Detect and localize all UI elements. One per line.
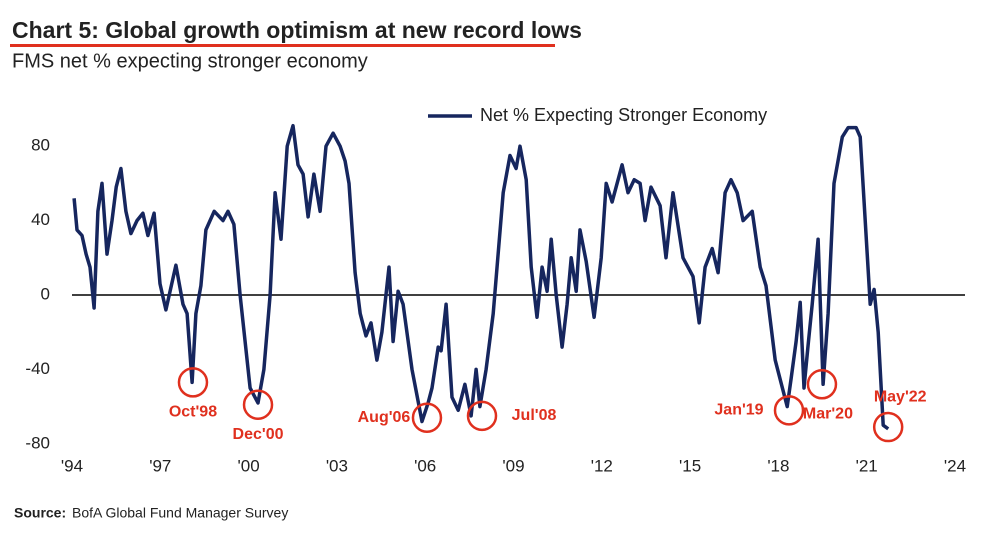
title-underline: [10, 44, 555, 47]
x-tick-label: '94: [61, 456, 83, 475]
annotation-label: Dec'00: [233, 426, 284, 443]
y-tick-label: 80: [31, 136, 50, 155]
annotation-circle: [177, 367, 209, 398]
y-tick-label: 0: [41, 284, 50, 303]
annotation-label: May'22: [874, 388, 927, 405]
y-tick-label: -80: [25, 433, 50, 452]
x-tick-label: '97: [149, 456, 171, 475]
source-label: Source:: [14, 505, 66, 521]
x-tick-label: '15: [679, 456, 701, 475]
annotation-circle: [242, 389, 274, 420]
annotation-circle: [466, 400, 498, 432]
chart-subtitle: FMS net % expecting stronger economy: [12, 50, 368, 72]
legend-label: Net % Expecting Stronger Economy: [480, 105, 767, 125]
x-tick-label: '21: [856, 456, 878, 475]
x-tick-label: '18: [767, 456, 789, 475]
annotation-circle: [411, 402, 443, 434]
y-tick-label: -40: [25, 359, 50, 378]
source-text: BofA Global Fund Manager Survey: [72, 505, 288, 521]
annotation-label: Jan'19: [714, 402, 763, 419]
x-tick-label: '24: [944, 456, 966, 475]
series-line: [72, 123, 890, 431]
chart-title: Chart 5: Global growth optimism at new r…: [12, 17, 582, 43]
annotation-label: Jul'08: [512, 407, 557, 424]
x-tick-label: '00: [238, 456, 260, 475]
annotation-circle: [806, 369, 838, 400]
x-tick-label: '03: [326, 456, 348, 475]
annotation-circle: [872, 411, 904, 443]
annotation-label: Oct'98: [169, 404, 217, 421]
x-tick-label: '09: [502, 456, 524, 475]
annotation-label: Mar'20: [803, 405, 853, 422]
x-tick-label: '06: [414, 456, 436, 475]
y-tick-label: 40: [31, 210, 50, 229]
annotation-circle: [773, 395, 805, 426]
x-tick-label: '12: [591, 456, 613, 475]
annotation-label: Aug'06: [358, 409, 411, 426]
